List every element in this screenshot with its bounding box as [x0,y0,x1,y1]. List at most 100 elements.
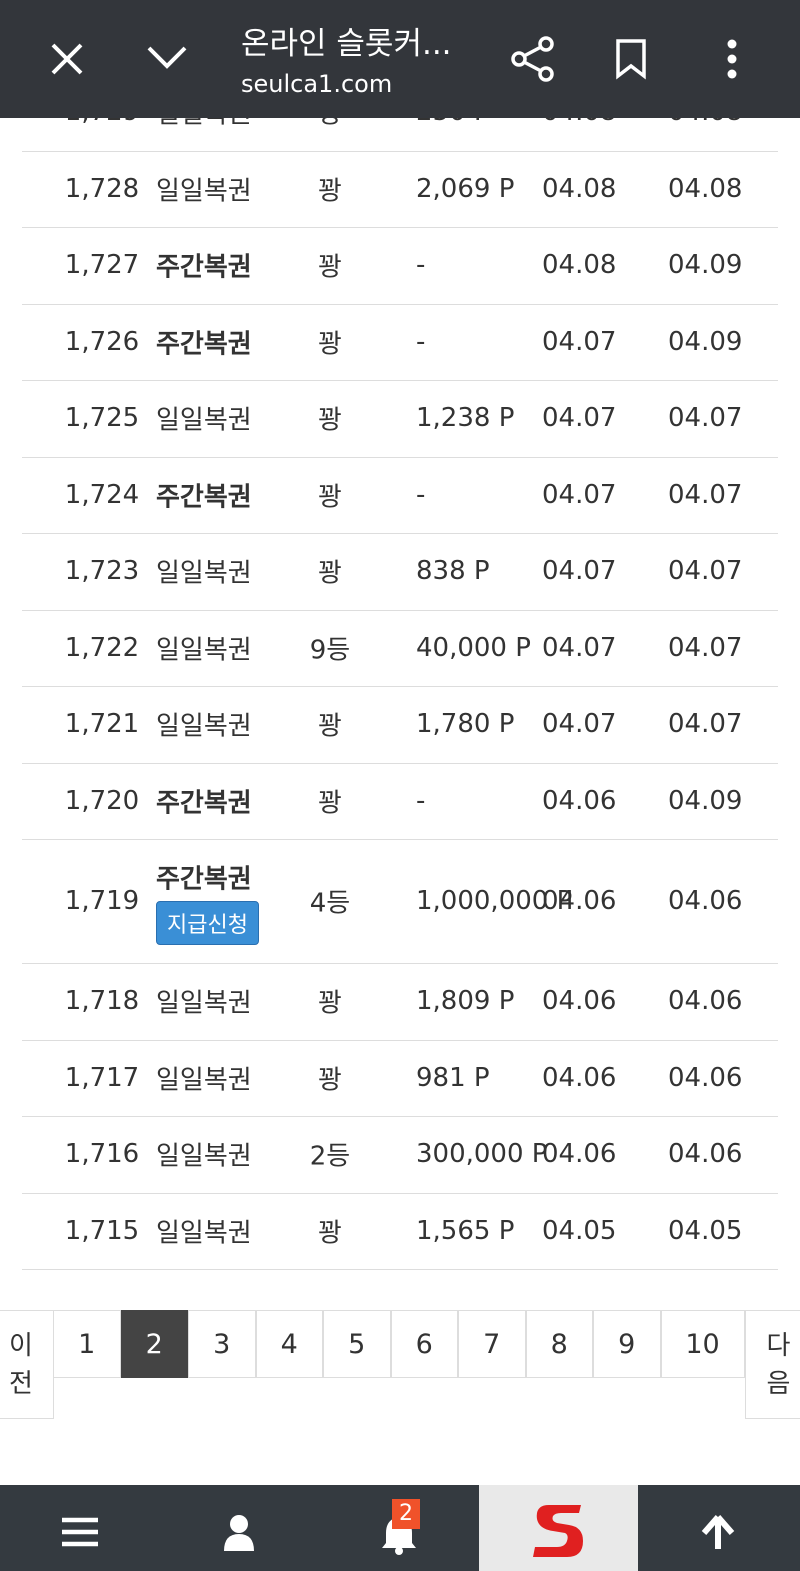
browser-header: 온라인 슬롯커... seulca1.com [0,0,800,118]
draw-date: 04.07 [542,403,617,434]
points: 981 P [416,1062,490,1093]
scroll-top-icon[interactable] [700,1513,736,1551]
page-link[interactable]: 6 [390,1310,458,1378]
lottery-type: 일일복권 [156,711,252,742]
number: 1,725 [64,403,140,434]
paid-date: 04.06 [668,886,743,916]
bottom-nav: 2 [0,1485,800,1571]
page-link[interactable]: 7 [458,1310,526,1378]
paid-date: 04.09 [668,785,743,816]
table-row: 1,726 주간복권 꽝 - 04.07 04.09 [22,304,778,381]
paid-date: 04.08 [668,173,743,204]
table-row: 1,721 일일복권 꽝 1,780 P 04.07 04.07 [22,686,778,764]
number: 1,720 [64,785,140,816]
logo-tab[interactable] [479,1485,638,1571]
page-link[interactable]: 9 [593,1310,661,1378]
paid-date: 04.07 [668,632,743,663]
table-row: 1,728 일일복권 꽝 2,069 P 04.08 04.08 [22,151,778,228]
collapse-icon[interactable] [144,40,190,76]
number: 1,717 [64,1062,140,1093]
share-icon[interactable] [510,36,556,82]
draw-date: 04.06 [542,785,617,816]
table-row: 1,722 일일복권 9등 40,000 P 04.07 04.07 [22,610,778,687]
lottery-type: 일일복권 [156,1065,252,1096]
points: 1,565 P [416,1215,515,1246]
table-row: 1,727 주간복권 꽝 - 04.08 04.09 [22,227,778,305]
page-link[interactable]: 8 [525,1310,593,1378]
page-link[interactable]: 2 [120,1310,188,1378]
page-title: 온라인 슬롯커... [241,26,452,62]
paid-date: 04.07 [668,556,743,587]
lottery-type: 일일복권 [156,1218,252,1249]
paid-date: 04.06 [668,1139,743,1170]
draw-date: 04.07 [542,709,617,740]
points: 1,780 P [416,709,515,740]
page-link[interactable]: 3 [188,1310,256,1378]
table-row: 1,720 주간복권 꽝 - 04.06 04.09 [22,763,778,840]
lottery-type: 주간복권 [156,864,252,895]
bookmark-icon[interactable] [614,38,650,80]
draw-date: 04.08 [542,250,617,281]
lottery-type: 일일복권 [156,176,252,207]
number: 1,721 [64,709,140,740]
page-link[interactable]: 4 [255,1310,323,1378]
paid-date: 04.09 [668,326,743,357]
lottery-table: 1,729일일복권꽝250 P04.0804.081,728일일복권꽝2,069… [22,97,778,1270]
points: 2,069 P [416,173,515,204]
lottery-type: 주간복권 [156,329,252,360]
number: 1,728 [64,173,140,204]
result: 꽝 [318,558,342,589]
number: 1,727 [64,250,140,281]
draw-date: 04.07 [542,632,617,663]
lottery-type: 일일복권 [156,1141,252,1172]
page-link[interactable]: 1 [53,1310,121,1378]
paid-date: 04.09 [668,250,743,281]
notification-badge: 2 [392,1499,420,1529]
number: 1,716 [64,1139,140,1170]
paid-date: 04.07 [668,403,743,434]
number: 1,723 [64,556,140,587]
points: - [416,326,426,357]
result: 꽝 [318,329,342,360]
lottery-type: 일일복권 [156,988,252,1019]
draw-date: 04.06 [542,986,617,1017]
prev-page[interactable]: 이전 [0,1310,54,1419]
close-icon[interactable] [44,36,90,82]
claim-button[interactable]: 지급신청 [156,901,259,945]
page-link[interactable]: 5 [323,1310,391,1378]
points: 1,000,000 P [416,886,573,916]
result: 9등 [309,635,351,666]
next-page[interactable]: 다음 [744,1310,800,1419]
paid-date: 04.06 [668,1062,743,1093]
page-link[interactable]: 10 [660,1310,745,1378]
result: 꽝 [318,988,342,1019]
lottery-type: 주간복권 [156,788,252,819]
table-row: 1,723 일일복권 꽝 838 P 04.07 04.07 [22,533,778,611]
result: 꽝 [318,1218,342,1249]
lottery-type: 일일복권 [156,635,252,666]
table-row: 1,718 일일복권 꽝 1,809 P 04.06 04.06 [22,963,778,1041]
result: 꽝 [318,176,342,207]
draw-date: 04.06 [542,1139,617,1170]
number: 1,722 [64,632,140,663]
points: 1,238 P [416,403,515,434]
page-url: seulca1.com [241,70,393,98]
paid-date: 04.07 [668,479,743,510]
points: 1,809 P [416,986,515,1017]
points: 40,000 P [416,632,531,663]
number: 1,718 [64,986,140,1017]
result: 꽝 [318,482,342,513]
number: 1,726 [64,326,140,357]
hamburger-icon[interactable] [62,1517,98,1547]
draw-date: 04.05 [542,1215,617,1246]
points: 838 P [416,556,490,587]
points: 300,000 P [416,1139,548,1170]
table-row: 1,716 일일복권 2등 300,000 P 04.06 04.06 [22,1116,778,1194]
table-row: 1,719 주간복권 4등 1,000,000 P 04.06 04.06 지급신청 [22,839,778,964]
menu-icon[interactable] [720,38,744,80]
user-icon[interactable] [222,1513,256,1551]
points: - [416,479,426,510]
points: - [416,250,426,281]
draw-date: 04.06 [542,886,617,916]
